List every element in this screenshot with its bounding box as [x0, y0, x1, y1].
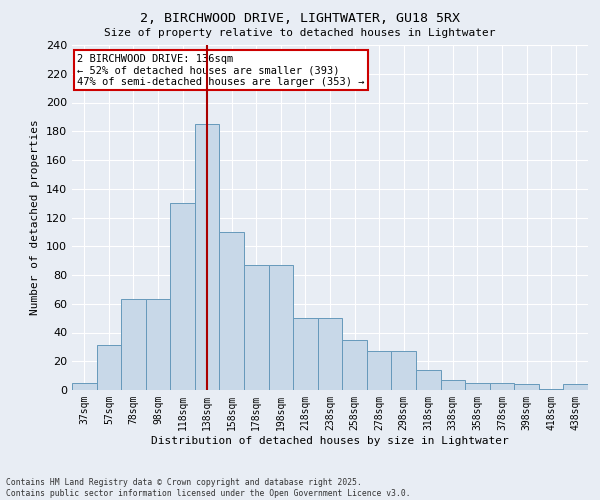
Bar [342, 340, 367, 390]
Bar [465, 383, 490, 390]
Bar [97, 346, 121, 390]
Bar [318, 318, 342, 390]
Bar [220, 232, 244, 390]
Bar [195, 124, 220, 390]
Text: 2 BIRCHWOOD DRIVE: 136sqm
← 52% of detached houses are smaller (393)
47% of semi: 2 BIRCHWOOD DRIVE: 136sqm ← 52% of detac… [77, 54, 365, 87]
Bar [293, 318, 318, 390]
Bar [391, 351, 416, 390]
Bar [244, 265, 269, 390]
Text: Contains HM Land Registry data © Crown copyright and database right 2025.
Contai: Contains HM Land Registry data © Crown c… [6, 478, 410, 498]
Bar [170, 203, 195, 390]
Bar [367, 351, 391, 390]
Bar [539, 388, 563, 390]
X-axis label: Distribution of detached houses by size in Lightwater: Distribution of detached houses by size … [151, 436, 509, 446]
Bar [440, 380, 465, 390]
Bar [490, 383, 514, 390]
Bar [121, 300, 146, 390]
Bar [514, 384, 539, 390]
Bar [72, 383, 97, 390]
Bar [269, 265, 293, 390]
Bar [416, 370, 440, 390]
Text: 2, BIRCHWOOD DRIVE, LIGHTWATER, GU18 5RX: 2, BIRCHWOOD DRIVE, LIGHTWATER, GU18 5RX [140, 12, 460, 26]
Bar [563, 384, 588, 390]
Text: Size of property relative to detached houses in Lightwater: Size of property relative to detached ho… [104, 28, 496, 38]
Bar [146, 300, 170, 390]
Y-axis label: Number of detached properties: Number of detached properties [31, 120, 40, 316]
